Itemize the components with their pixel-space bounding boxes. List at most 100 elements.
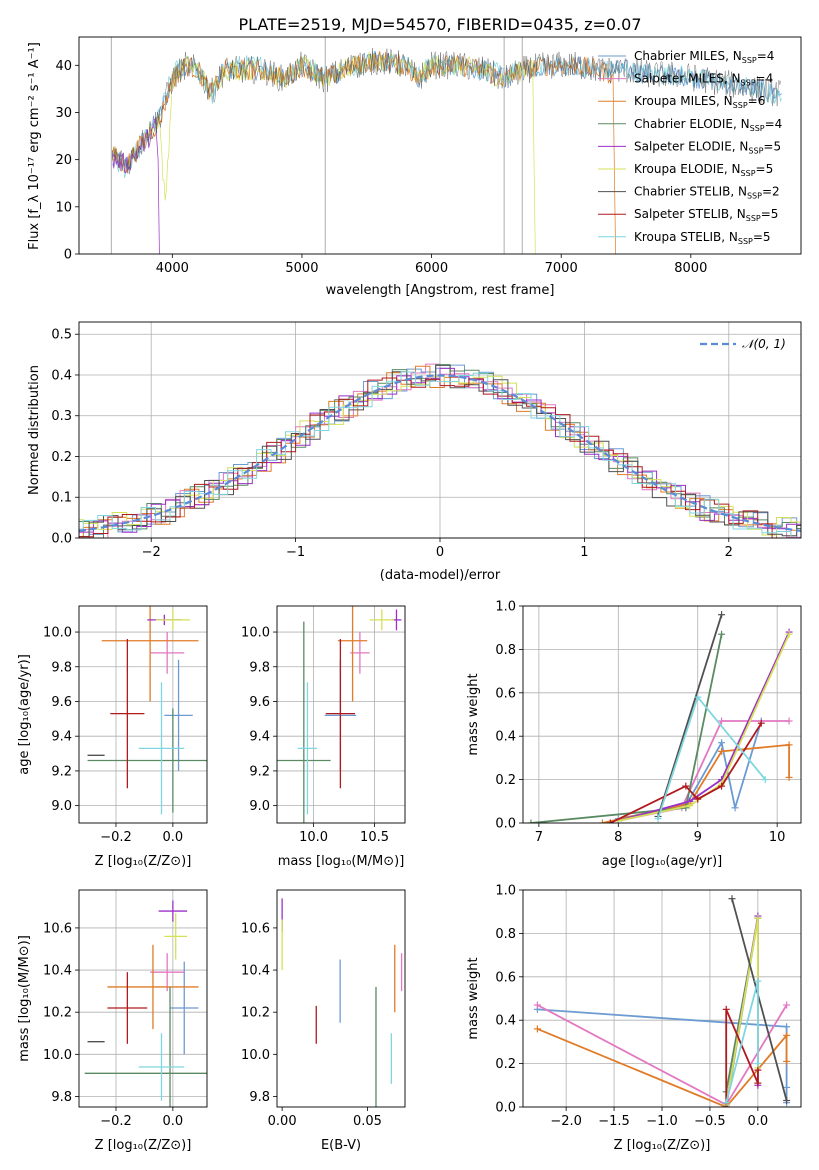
panel-age-z: −0.2 0.0 9.0 9.2 9.4 9.6 9.8 10.0 Z [log₁₀(Z/Z⊙)… [17,605,208,869]
x-tick-label: 8 [614,830,622,845]
y-tick-label: 9.6 [249,695,270,710]
x-tick-label: 7 [535,830,543,845]
y-tick-label: 9.2 [249,764,270,779]
y-tick-label: 10.2 [241,1006,270,1021]
y-tick-label: 0.0 [495,817,516,832]
axes-frame [78,889,208,1108]
axes-frame [276,889,406,1108]
x-tick-label: −1 [286,545,305,560]
y-axis-label: mass [log₁₀(M/M⊙)] [17,935,32,1062]
x-axis-label: age [log₁₀(age/yr)] [602,854,723,869]
y-tick-label: 9.2 [51,764,72,779]
legend-label: Kroupa ELODIE, NSSP=5 [634,162,773,178]
y-tick-label: 10.0 [241,626,270,641]
y-tick-label: 10.0 [241,1048,270,1063]
y-tick-label: 0.8 [495,927,516,942]
panel-mass-ebv: 0.00 0.05 9.8 10.0 10.2 10.4 10.6 E(B-V) [241,889,406,1153]
legend-label: Kroupa MILES, NSSP=6 [634,94,765,110]
y-tick-label: 9.8 [51,1090,72,1105]
x-tick-label: 6000 [415,261,448,276]
y-tick-label: 0.5 [51,328,72,343]
x-tick-label: 0.0 [163,830,184,845]
x-tick-label: 0.0 [163,1114,184,1129]
legend-label: Kroupa STELIB, NSSP=5 [634,230,771,246]
y-tick-label: 0.6 [495,970,516,985]
legend-label: Chabrier STELIB, NSSP=2 [634,185,780,201]
x-tick-label: 0.0 [748,1114,769,1129]
histogram-kroupa-stelib [79,371,801,538]
axes-frame [276,605,406,824]
y-tick-label: 9.4 [51,730,72,745]
x-tick-label: 10 [769,830,786,845]
error-bars [87,606,207,815]
y-tick-label: 0.1 [51,491,72,506]
x-tick-label: −0.2 [100,1114,132,1129]
weight-line [725,980,759,1103]
histogram-salpeter-stelib [79,377,801,538]
y-axis-label: age [log₁₀(age/yr)] [17,654,32,775]
weight-line [618,631,790,822]
x-tick-label: 9 [694,830,702,845]
spectrum-lines [110,37,782,254]
error-bars [277,606,402,823]
x-tick-label: 0.05 [353,1114,382,1129]
legend-label: Chabrier ELODIE, NSSP=4 [634,117,782,133]
weight-line [725,918,759,1105]
legend-label: Salpeter STELIB, NSSP=5 [634,207,778,223]
y-tick-label: 0.0 [495,1101,516,1116]
y-tick-label: 10.6 [43,921,72,936]
legend-label: 𝒩(0, 1) [742,337,786,351]
x-tick-label: −2 [142,545,161,560]
y-tick-label: 0.4 [495,1014,516,1029]
panel-age-mass: 10.0 10.5 9.0 9.2 9.4 9.6 9.8 10.0 mass [log₁₀(M… [241,605,406,869]
histogram-kroupa-elodie [79,375,801,536]
x-tick-label: −1.5 [598,1114,630,1129]
x-tick-label: 8000 [674,261,707,276]
y-tick-label: 10.0 [43,626,72,641]
axes-frame [78,36,802,255]
legend-label: Salpeter MILES, NSSP=4 [634,72,773,88]
panel-mass-z: −0.2 0.0 9.8 10.0 10.2 10.4 10.6 Z [log₁₀(Z/Z⊙)… [17,889,208,1153]
spectrum-data-line [111,48,781,175]
weight-line [725,1009,759,1107]
x-tick-label: −2.0 [550,1114,582,1129]
x-axis-label: E(B-V) [321,1138,361,1153]
x-axis-label: Z [log₁₀(Z/Z⊙)] [95,1138,192,1153]
legend-label: Salpeter ELODIE, NSSP=5 [634,139,781,155]
weight-line [537,1028,788,1107]
y-tick-label: 10.2 [43,1006,72,1021]
y-tick-label: 9.0 [249,799,270,814]
figure-title: PLATE=2519, MJD=54570, FIBERID=0435, z=0… [238,15,641,34]
y-tick-label: 0.0 [51,532,72,547]
y-tick-label: 10.4 [241,964,270,979]
x-axis-label: mass [log₁₀(M/M⊙)] [278,854,405,869]
y-tick-label: 0.4 [51,368,72,383]
error-bars [84,900,207,1107]
y-tick-label: 10 [55,200,72,215]
normal-curve [79,374,801,532]
y-tick-label: 9.0 [51,799,72,814]
y-tick-label: 10.6 [241,921,270,936]
x-tick-label: 10.5 [360,830,389,845]
axes-frame [522,605,802,824]
y-tick-label: 0.2 [495,773,516,788]
x-tick-label: 10.0 [299,830,328,845]
histogram-chabrier-stelib [79,364,801,537]
y-tick-label: 9.4 [249,730,270,745]
y-tick-label: 9.8 [249,660,270,675]
weight-lines [527,611,793,823]
x-tick-label: −1.0 [646,1114,678,1129]
y-tick-label: 9.8 [51,660,72,675]
y-tick-label: 9.8 [249,1090,270,1105]
y-tick-label: 1.0 [495,884,516,899]
panel-mw-z: −2.0 −1.5 −1.0 −0.5 0.0 0.0 0.2 0.4 0.6 0.8 1.0 Z [… [466,884,802,1153]
x-tick-label: 2 [725,545,733,560]
x-axis-label: Z [log₁₀(Z/Z⊙)] [614,1138,711,1153]
x-tick-label: −0.2 [100,830,132,845]
axes-frame [522,889,802,1108]
y-axis-label: mass weight [466,957,481,1039]
x-tick-label: 0 [436,545,444,560]
weight-line [657,695,766,819]
